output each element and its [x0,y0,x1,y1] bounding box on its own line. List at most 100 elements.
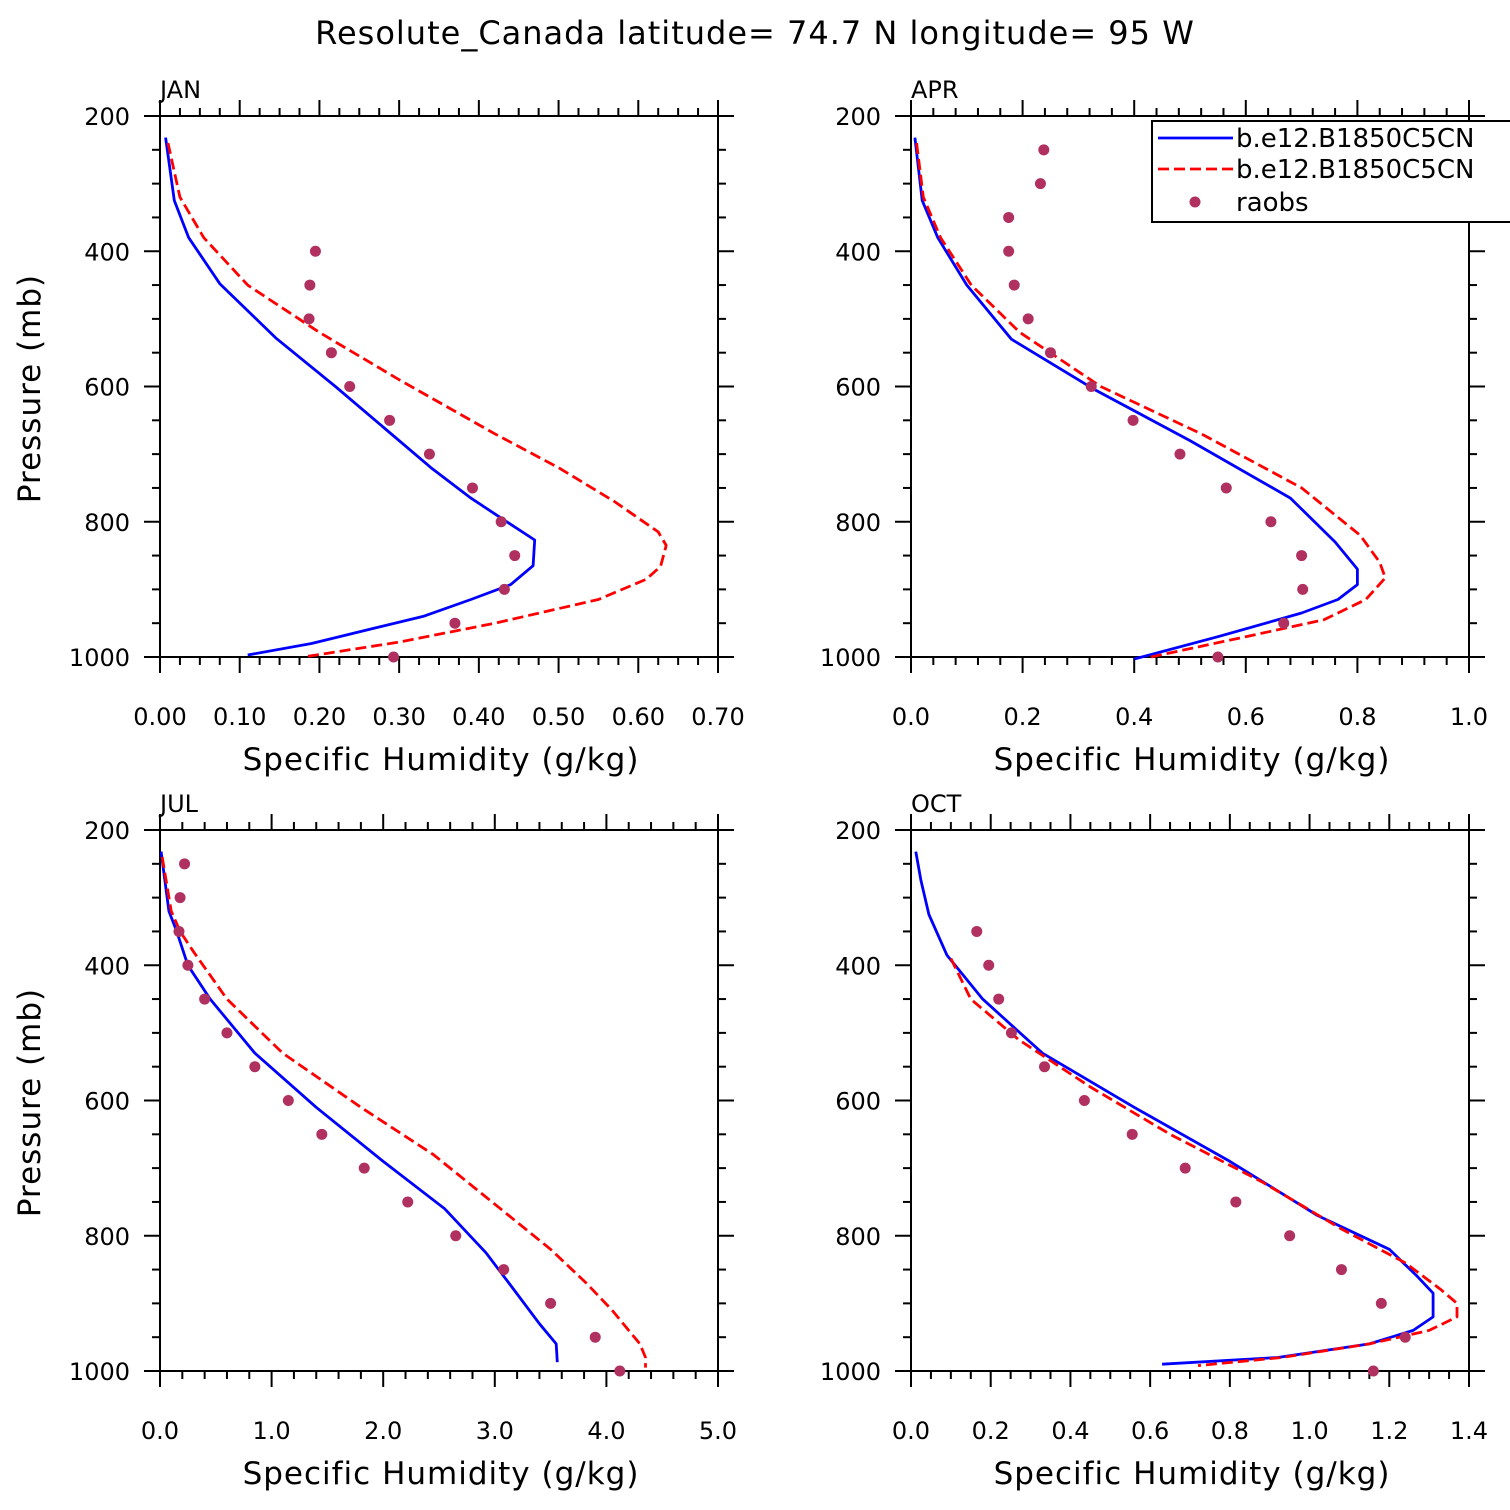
series-line-solid [159,851,559,1363]
raobs-point [1005,1027,1017,1039]
raobs-point [466,482,478,494]
raobs-point [304,279,316,291]
y-tick-label: 1000 [69,644,130,672]
raobs-point [449,617,461,629]
raobs-point [384,414,396,426]
x-tick-label: 0.00 [133,703,186,731]
series-line-dashed [949,957,1459,1367]
raobs-point [344,381,356,392]
raobs-point [316,1128,328,1140]
y-tick-label: 200 [835,103,881,131]
raobs-point [495,516,507,528]
x-tick-label: 0.0 [141,1417,179,1445]
raobs-point [1003,245,1015,257]
y-tick-label: 600 [835,374,881,402]
raobs-point [1399,1331,1411,1343]
x-tick-label: 1.0 [1290,1417,1328,1445]
raobs-point [1174,448,1186,460]
y-tick-label: 200 [84,817,130,845]
y-tick-label: 400 [835,952,881,980]
x-tick-label: 1.2 [1370,1417,1408,1445]
x-tick-label: 0.4 [1115,703,1153,731]
x-tick-label: 0.6 [1131,1417,1169,1445]
x-tick-label: 3.0 [476,1417,514,1445]
raobs-point [589,1331,601,1343]
raobs-point [1179,1162,1191,1174]
raobs-point [1008,279,1020,291]
raobs-point [1022,313,1034,325]
y-tick-label: 600 [84,374,130,402]
raobs-point [325,347,337,359]
x-tick-label: 4.0 [587,1417,625,1445]
raobs-point [498,1264,510,1276]
raobs-point [179,858,191,870]
x-tick-label: 0.0 [892,703,930,731]
raobs-point [1212,651,1224,663]
y-tick-label: 200 [835,817,881,845]
x-tick-label: 0.40 [452,703,505,731]
raobs-point [1045,347,1056,359]
panel-jul: JUL 0.0 1.0 2.0 3.0 4.0 5.0 200 400 600 800 1000 Spe… [12,790,737,1492]
x-tick-label: 0.20 [293,703,346,731]
y-tick-label: 1000 [820,644,881,672]
x-tick-label: 1.4 [1450,1417,1488,1445]
raobs-point [971,925,983,937]
raobs-point [402,1196,414,1208]
raobs-point [173,925,185,937]
raobs-point [1003,211,1015,223]
x-tick-label: 1.0 [253,1417,291,1445]
raobs-point [1375,1297,1387,1309]
raobs-point [388,651,400,663]
raobs-point [423,448,435,460]
raobs-point [509,550,521,562]
y-tick-label: 1000 [820,1358,881,1386]
series-line-dashed [166,142,668,659]
y-tick-label: 600 [835,1088,881,1116]
raobs-point [993,993,1005,1005]
raobs-point [1278,617,1290,629]
raobs-point [249,1061,261,1073]
panel-label: APR [911,76,959,104]
x-tick-label: 0.8 [1338,703,1376,731]
series-line-dashed [915,142,1387,659]
y-tick-label: 800 [84,509,130,537]
y-tick-label: 800 [835,1223,881,1251]
panel-label: JAN [158,76,201,104]
raobs-point [303,313,315,325]
raobs-point [309,245,321,257]
panel-label: OCT [911,790,962,818]
y-tick-label: 400 [84,238,130,266]
x-axis-label: Specific Humidity (g/kg) [994,742,1391,778]
raobs-point [199,993,211,1005]
x-tick-label: 0.30 [372,703,425,731]
x-tick-label: 5.0 [699,1417,737,1445]
series-line-solid [913,137,1359,661]
panels: JAN 0.00 0.10 0.20 0.30 0.40 0.50 0.60 0.70 200 40… [12,76,1510,1492]
figure-title: Resolute_Canada latitude= 74.7 N longitu… [315,14,1195,52]
raobs-point [1284,1230,1296,1242]
raobs-point [1230,1196,1242,1208]
x-tick-label: 2.0 [364,1417,402,1445]
x-tick-label: 1.0 [1450,703,1488,731]
raobs-point [1038,144,1050,156]
x-tick-label: 0.60 [612,703,665,731]
raobs-point [282,1095,294,1106]
raobs-point [1078,1095,1090,1106]
x-tick-label: 0.2 [1004,703,1042,731]
raobs-point [1034,178,1046,190]
raobs-point [1085,381,1097,392]
raobs-point [182,959,194,971]
legend-label: raobs [1236,188,1309,218]
x-tick-label: 0.4 [1051,1417,1089,1445]
y-tick-label: 800 [84,1223,130,1251]
series-line-dashed [160,856,647,1368]
x-tick-label: 0.50 [532,703,585,731]
y-axis-label: Pressure (mb) [12,988,48,1217]
raobs-point [1126,1128,1138,1140]
raobs-point [1335,1264,1347,1276]
x-tick-label: 0.6 [1227,703,1265,731]
raobs-point [983,959,995,971]
legend-marker [1189,196,1201,208]
